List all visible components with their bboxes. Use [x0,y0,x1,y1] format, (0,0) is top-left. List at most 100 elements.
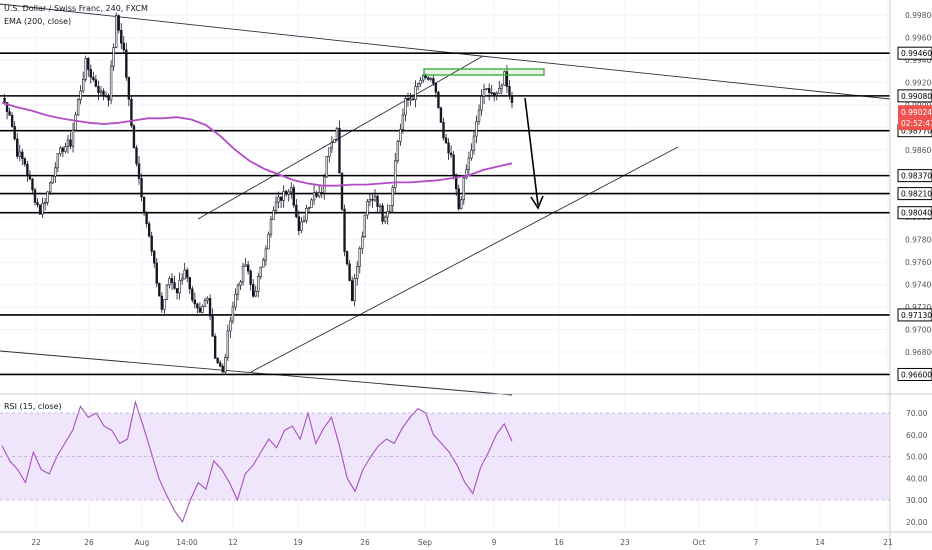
rsi-legend: RSI (15, close) [4,402,62,411]
candle-down [150,235,153,252]
candle-down [457,188,460,210]
arrow-head [530,195,544,210]
candle-down [5,102,9,113]
candle-up [358,248,361,267]
candle-up [356,266,359,279]
candle-up [178,279,181,294]
time-tick-label: 26 [360,538,370,547]
candle-up [236,284,240,295]
level-tag [897,169,932,183]
candle-down [216,357,219,364]
bar-countdown-label: 02:52:47 [901,119,932,128]
candle-up [353,277,356,302]
candle-down [26,163,29,176]
candle-down [198,307,202,313]
candle-up [66,139,70,147]
candle-up [495,92,498,96]
candle-down [345,251,349,265]
candle-up [264,248,268,261]
candle-down [89,69,92,78]
candle-up [180,278,184,281]
candle-down [125,49,128,78]
candle-down [8,111,11,116]
candle-up [373,195,377,201]
horizontal-levels [0,52,890,376]
candle-up [383,216,387,222]
time-tick-label: 23 [620,538,630,547]
candle-up [201,306,204,313]
candle-up [422,75,425,81]
candle-up [290,187,293,193]
level-tag-label: 0.96600 [901,370,932,379]
candle-down [292,187,295,206]
candle-down [170,278,174,283]
candle-up [74,114,77,131]
candle-up [59,147,62,154]
candle-down [452,154,455,175]
candle-down [340,172,344,210]
time-tick-label: 19 [293,538,303,547]
time-axis[interactable]: 22 26 Aug 14:00 12 19 26 Sep 9 16 23 Oct 7 14 21 [31,538,893,547]
candle-down [186,269,189,278]
ema-200-line [1,101,513,187]
candle-up [333,139,336,144]
candle-down [211,315,214,337]
candle-down [213,335,217,359]
candle-up [226,330,230,358]
rsi-tick-label: 70.00 [906,409,928,418]
candle-down [505,71,509,87]
level-tag [897,187,932,201]
candle-down [175,288,179,294]
candle-down [21,151,24,159]
candle-down [188,277,191,290]
candle-down [427,77,430,80]
time-tick-label: Oct [693,538,706,547]
projection-arrow[interactable] [524,97,544,210]
trend-line [0,3,482,57]
candle-down [117,15,120,31]
resistance-zone-box[interactable] [423,68,545,76]
time-tick-label: 21 [883,538,893,547]
candle-down [122,42,125,51]
candle-up [419,79,422,85]
rsi-axis: 70.00 60.00 50.00 40.00 30.00 20.00 [906,409,928,527]
level-tag-label: 0.99080 [901,92,932,101]
candle-down [135,147,138,165]
candle-up [259,266,262,277]
candle-up [79,90,82,101]
candle-down [69,139,72,147]
candle-up [206,298,209,301]
level-tag [897,89,932,103]
candle-down [297,216,301,232]
candle-up [300,221,303,232]
candle-down [249,270,252,285]
candle-up [56,153,60,169]
candle-down [140,178,143,198]
candle-down [132,125,136,149]
time-tick-label: 7 [754,538,759,547]
candle-down [284,191,288,195]
candle-up [234,293,237,308]
candle-down [130,98,133,127]
candle-up [485,88,488,90]
candle-down [376,195,379,207]
candle-down [107,96,110,101]
candle-up [43,202,47,204]
candle-up [429,78,432,80]
candle-up [480,96,483,111]
candle-down [153,250,156,264]
candle-up [224,357,227,373]
candle-down [315,192,318,197]
candle-up [465,169,468,179]
candle-up [254,291,257,297]
candle-up [416,83,420,87]
level-tag-label: 0.98040 [901,209,932,218]
candle-up [475,121,478,137]
ema-legend: EMA (200, close) [4,17,72,26]
candle-up [302,220,306,223]
candle-up [470,149,473,159]
candle-down [33,189,37,203]
